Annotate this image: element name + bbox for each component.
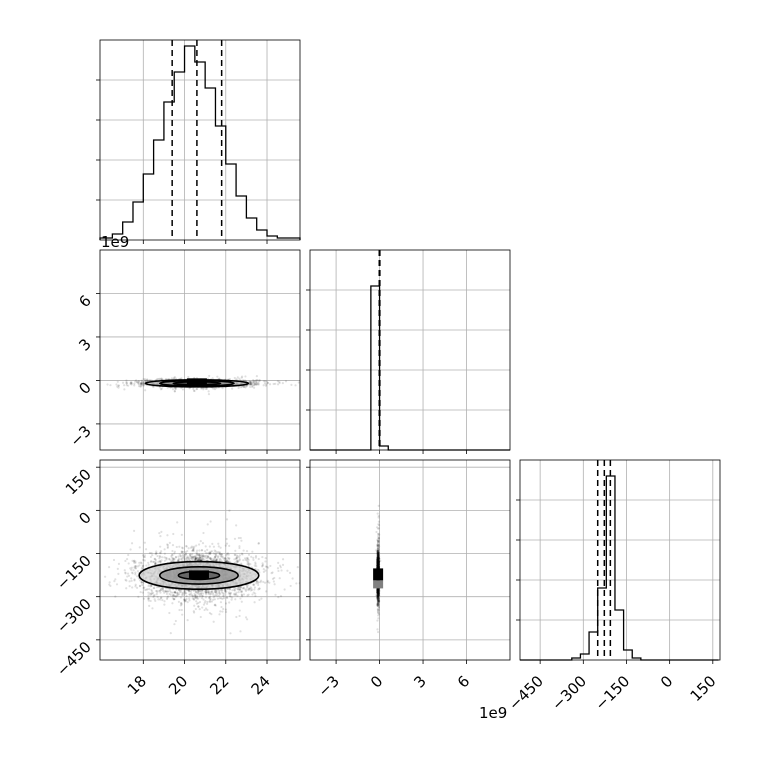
x-tick-label: 3	[410, 672, 429, 691]
axes-frame	[519, 459, 721, 661]
hist-bar	[154, 140, 164, 240]
panel-hist-p3: −450 −300 −150 0 150	[505, 459, 721, 714]
hist-step	[310, 285, 510, 451]
axes-frame	[99, 39, 301, 241]
y-tick-label: 3	[75, 335, 94, 354]
x-offset-label: 1e9	[479, 704, 507, 722]
hist-bar	[236, 196, 246, 240]
x-tick-label: −3	[315, 672, 343, 700]
density-cell	[373, 580, 384, 589]
hist-step	[520, 475, 719, 661]
axes-frame	[309, 459, 511, 661]
x-tick-label: −450	[505, 672, 547, 714]
panel-scatter-p1-p3: 18 20 22 24 −450−300−150 0 150	[53, 459, 301, 698]
axes-frame	[99, 249, 301, 451]
panel-scatter-p2-p3: −3 0 3 6	[306, 459, 511, 700]
hist-bar	[624, 650, 633, 660]
hist-bar	[589, 632, 598, 660]
y-offset-label: 1e9	[101, 233, 129, 251]
x-tick-label: 22	[206, 672, 232, 698]
hist-bar	[185, 46, 195, 240]
hist-bar	[133, 202, 143, 240]
x-tick-label: 0	[657, 672, 676, 691]
hist-bar	[143, 174, 153, 240]
panel-hist-p2	[306, 249, 511, 454]
hist-bar	[580, 654, 589, 660]
hist-bar	[205, 88, 215, 240]
x-tick-label: 6	[454, 672, 473, 691]
hist-bar	[246, 218, 256, 240]
x-tick-label: 0	[367, 672, 386, 691]
x-tick-label: −300	[548, 672, 590, 714]
hist-step	[99, 45, 301, 240]
hist-bar	[371, 286, 380, 450]
y-tick-label: −300	[53, 595, 95, 637]
hist-bar	[215, 126, 225, 240]
panel-scatter-p1-p2: −3 0 3 6	[66, 249, 301, 454]
y-tick-label: 150	[62, 465, 95, 498]
y-tick-label: −150	[53, 552, 95, 594]
x-tick-label: −150	[591, 672, 633, 714]
panel-hist-p1	[96, 39, 301, 244]
hist-bar	[174, 72, 184, 240]
x-tick-label: 20	[165, 672, 191, 698]
density-peak	[373, 568, 384, 581]
y-tick-label: −3	[66, 422, 94, 450]
x-tick-label: 24	[248, 672, 274, 698]
hist-bar	[257, 230, 267, 240]
y-tick-label: −450	[53, 638, 95, 680]
axes-frame	[309, 249, 511, 451]
y-tick-label: 0	[75, 508, 94, 527]
x-tick-label: 150	[687, 672, 720, 705]
density-peak	[188, 570, 209, 580]
y-tick-label: 0	[75, 379, 94, 398]
hist-bar	[226, 164, 236, 240]
hist-bar	[615, 610, 624, 660]
x-tick-label: 18	[124, 672, 150, 698]
axes-frame	[99, 459, 301, 661]
density-peak	[186, 378, 207, 388]
y-tick-label: 6	[75, 292, 94, 311]
